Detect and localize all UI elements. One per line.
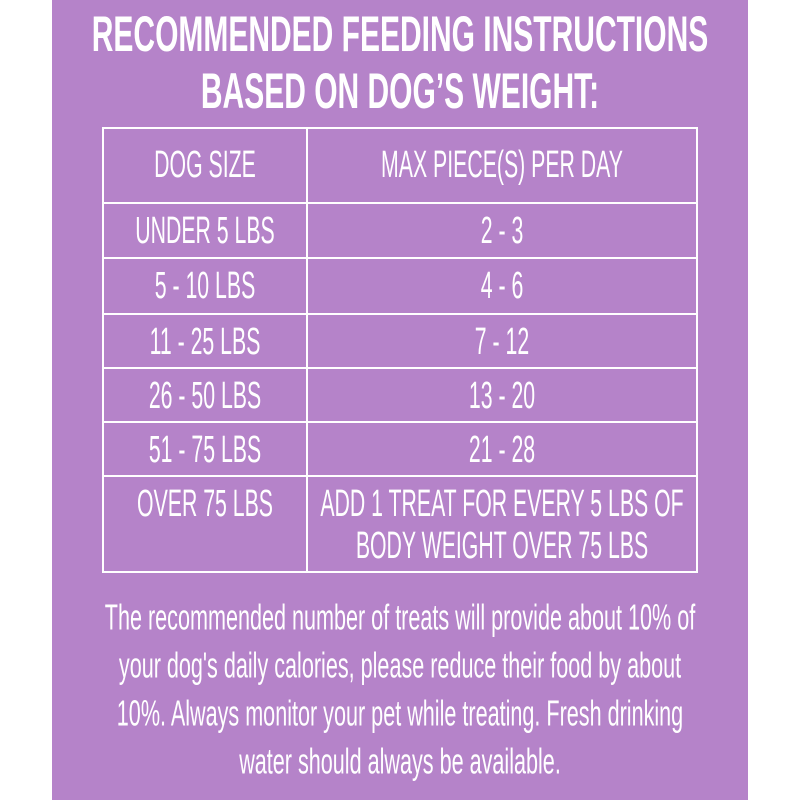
size-cell: 26 - 50 LBS <box>149 373 261 416</box>
title-line: BASED ON DOG’S WEIGHT: <box>201 63 599 119</box>
size-cell: UNDER 5 LBS <box>135 208 274 251</box>
note-line: your dog's daily calories, please reduce… <box>119 646 682 686</box>
pieces-cell: ADD 1 TREAT FOR EVERY 5 LBS OF <box>320 481 683 524</box>
size-cell: 51 - 75 LBS <box>149 427 261 470</box>
size-cell: 11 - 25 LBS <box>150 319 261 362</box>
header-cell: MAX PIECE(S) PER DAY <box>381 142 623 185</box>
note-line: The recommended number of treats will pr… <box>105 598 696 638</box>
table-grid <box>102 127 698 573</box>
note-line: water should always be available. <box>238 742 560 782</box>
background <box>52 0 748 800</box>
header-cell: DOG SIZE <box>154 142 256 185</box>
pieces-cell: 4 - 6 <box>481 263 524 306</box>
pieces-cell: 21 - 28 <box>469 427 535 470</box>
pieces-cell: 13 - 20 <box>469 373 535 416</box>
pieces-cell: 7 - 12 <box>475 319 529 362</box>
pieces-cell: BODY WEIGHT OVER 75 LBS <box>356 523 648 566</box>
size-cell: OVER 75 LBS <box>137 481 273 524</box>
title-line: RECOMMENDED FEEDING INSTRUCTIONS <box>92 6 709 62</box>
note-line: 10%. Always monitor your pet while treat… <box>117 694 683 734</box>
size-cell: 5 - 10 LBS <box>155 263 256 306</box>
pieces-cell: 2 - 3 <box>481 208 524 251</box>
